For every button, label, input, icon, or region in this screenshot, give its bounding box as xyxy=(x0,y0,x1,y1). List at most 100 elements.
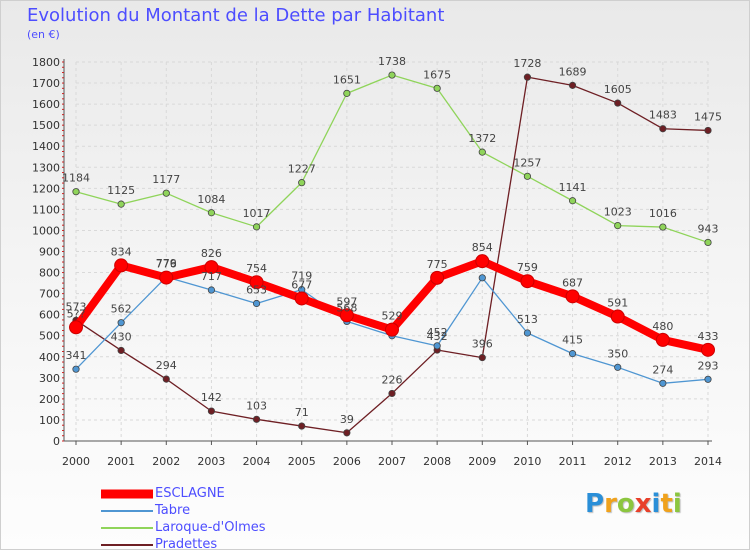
data-point xyxy=(610,309,625,324)
data-point xyxy=(704,126,712,135)
data-label: 274 xyxy=(652,363,673,376)
data-point xyxy=(252,415,261,423)
legend-swatch-pradettes xyxy=(101,544,153,546)
data-label: 1257 xyxy=(513,156,541,169)
data-point xyxy=(659,125,667,133)
data-label: 1738 xyxy=(378,55,406,68)
data-point xyxy=(343,429,351,437)
data-point xyxy=(252,299,261,308)
data-point xyxy=(207,209,216,217)
data-label: 341 xyxy=(66,349,87,362)
data-point xyxy=(343,89,351,97)
data-point xyxy=(207,286,216,294)
data-point xyxy=(294,291,309,306)
logo-letter: i xyxy=(651,489,661,519)
data-label: 142 xyxy=(201,391,222,404)
data-point xyxy=(249,275,264,290)
data-label: 415 xyxy=(562,334,583,347)
y-tick-label: 600 xyxy=(39,309,60,322)
data-label: 834 xyxy=(111,245,132,258)
data-point xyxy=(207,407,216,415)
x-tick-label: 2014 xyxy=(694,455,722,468)
data-label: 568 xyxy=(336,301,357,314)
legend-item-tabre: Tabre xyxy=(101,502,266,519)
y-tick-label: 300 xyxy=(39,372,60,385)
legend: ESCLAGNE Tabre Laroque-d'Olmes Pradettes xyxy=(101,485,266,549)
data-point xyxy=(659,379,667,387)
data-point xyxy=(388,71,396,79)
legend-label-laroque: Laroque-d'Olmes xyxy=(155,520,266,535)
legend-label-tabre: Tabre xyxy=(155,503,191,518)
data-point xyxy=(614,222,622,230)
data-point xyxy=(433,84,441,92)
data-point xyxy=(478,148,486,156)
logo-letter: r xyxy=(604,489,617,519)
data-label: 1023 xyxy=(604,206,632,219)
data-label: 1483 xyxy=(649,109,677,122)
data-label: 1125 xyxy=(107,184,135,197)
data-label: 513 xyxy=(517,313,538,326)
data-label: 854 xyxy=(472,241,493,254)
data-label: 1084 xyxy=(197,193,225,206)
x-tick-label: 2000 xyxy=(62,455,90,468)
data-label: 597 xyxy=(336,295,357,308)
data-label: 39 xyxy=(340,413,354,426)
data-point xyxy=(162,375,170,383)
y-tick-label: 100 xyxy=(39,414,60,427)
data-point xyxy=(162,189,170,197)
logo-letter: P xyxy=(585,489,605,519)
chart-title: Evolution du Montant de la Dette par Hab… xyxy=(27,5,445,26)
data-label: 1651 xyxy=(333,73,361,86)
data-label: 103 xyxy=(246,399,267,412)
data-label: 452 xyxy=(427,326,448,339)
data-point xyxy=(72,188,80,196)
data-point xyxy=(614,99,622,107)
data-point xyxy=(704,238,712,247)
data-point xyxy=(385,322,399,337)
data-point xyxy=(659,223,667,231)
data-point xyxy=(523,329,532,337)
y-tick-label: 700 xyxy=(39,288,60,301)
data-label: 717 xyxy=(201,270,222,283)
y-tick-label: 500 xyxy=(39,330,60,343)
x-tick-label: 2009 xyxy=(468,455,496,468)
data-point xyxy=(655,332,670,347)
data-label: 480 xyxy=(652,320,673,333)
data-label: 1475 xyxy=(694,110,722,123)
data-label: 1728 xyxy=(513,57,541,70)
data-label: 677 xyxy=(291,278,312,291)
x-tick-label: 2003 xyxy=(197,455,225,468)
data-label: 943 xyxy=(698,222,719,235)
data-label: 1141 xyxy=(559,181,587,194)
data-label: 776 xyxy=(156,258,177,271)
y-tick-label: 1100 xyxy=(32,203,60,216)
y-tick-label: 900 xyxy=(39,246,60,259)
y-tick-label: 800 xyxy=(39,267,60,280)
data-point xyxy=(298,422,306,430)
x-tick-label: 2010 xyxy=(513,455,541,468)
data-label: 1372 xyxy=(468,132,496,145)
data-label: 1675 xyxy=(423,68,451,81)
legend-item-pradettes: Pradettes xyxy=(101,536,266,549)
data-point xyxy=(388,389,396,398)
logo-letter: i xyxy=(672,489,682,519)
data-point xyxy=(159,270,174,285)
data-label: 1689 xyxy=(559,65,587,78)
data-label: 1605 xyxy=(604,83,632,96)
x-tick-label: 2007 xyxy=(378,455,406,468)
data-point xyxy=(339,308,354,323)
data-label: 350 xyxy=(607,347,628,360)
data-point xyxy=(523,172,532,180)
x-tick-label: 2004 xyxy=(243,455,271,468)
data-label: 591 xyxy=(607,297,628,310)
data-point xyxy=(478,274,486,282)
chart-subtitle: (en €) xyxy=(27,28,60,41)
data-point xyxy=(114,258,129,273)
y-tick-label: 200 xyxy=(39,393,60,406)
data-point xyxy=(568,350,577,358)
data-label: 5?? xyxy=(67,307,86,320)
y-tick-label: 1300 xyxy=(32,161,60,174)
legend-item-esclagne: ESCLAGNE xyxy=(101,485,266,502)
data-point xyxy=(568,197,577,205)
